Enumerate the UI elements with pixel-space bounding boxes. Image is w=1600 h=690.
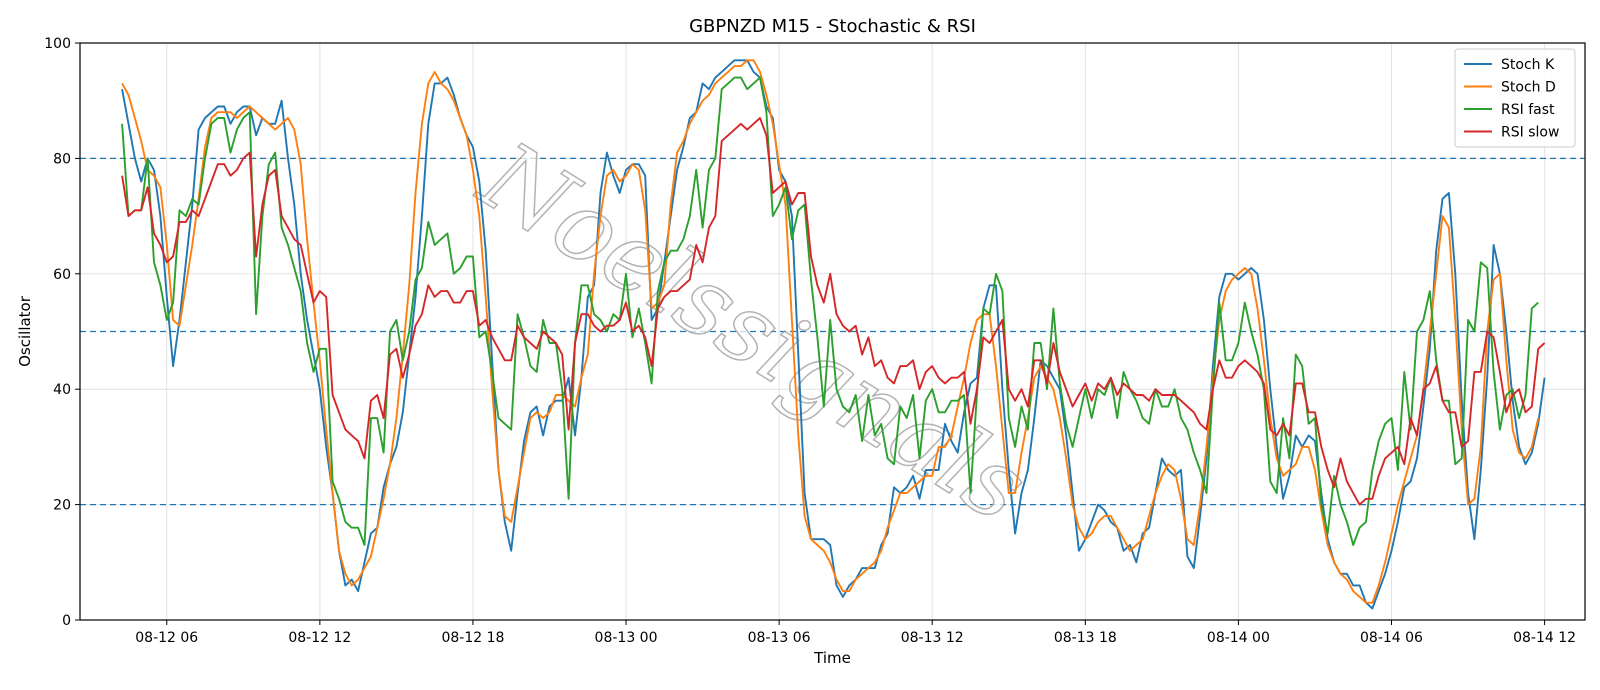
series-line-stoch-d <box>121 59 1540 604</box>
x-tick-label: 08-13 18 <box>1054 630 1117 646</box>
y-tick-label: 20 <box>53 498 71 514</box>
plot-frame <box>79 42 1586 621</box>
x-tick-label: 08-13 12 <box>901 630 964 646</box>
legend-label-rsi-slow: RSI slow <box>1501 125 1559 141</box>
y-axis-ticks: 0 20 40 60 80 100 <box>44 36 80 629</box>
y-tick-label: 100 <box>44 36 71 52</box>
x-tick-label: 08-13 06 <box>748 630 811 646</box>
y-tick-label: 60 <box>53 267 71 283</box>
x-tick-label: 08-12 06 <box>135 630 198 646</box>
x-tick-label: 08-14 06 <box>1360 630 1423 646</box>
series-line-rsi-slow <box>121 117 1546 506</box>
legend-box <box>1454 48 1576 148</box>
legend-label-stoch-k: Stoch K <box>1501 57 1555 73</box>
y-tick-label: 40 <box>53 382 71 398</box>
series-line-stoch-k <box>121 59 1546 610</box>
y-tick-label: 0 <box>62 613 71 629</box>
legend-label-rsi-fast: RSI fast <box>1501 102 1555 118</box>
legend-label-stoch-d: Stoch D <box>1501 80 1556 96</box>
chart-title: GBPNZD M15 - Stochastic & RSI <box>689 16 976 37</box>
x-tick-label: 08-13 00 <box>595 630 658 646</box>
y-tick-label: 80 <box>53 151 71 167</box>
x-tick-label: 08-12 12 <box>288 630 351 646</box>
x-axis-ticks: 08-12 06 08-12 12 08-12 18 08-13 00 08-13 06… <box>135 620 1576 646</box>
x-tick-label: 08-12 18 <box>441 630 504 646</box>
legend: Stoch K Stoch D RSI fast RSI slow <box>1454 48 1576 148</box>
reference-lines <box>80 157 1585 506</box>
y-axis-label: Oscillator <box>16 295 34 367</box>
series-lines <box>121 59 1546 610</box>
x-axis-label: Time <box>813 649 851 667</box>
series-line-rsi-fast <box>121 76 1539 546</box>
x-tick-label: 08-14 00 <box>1207 630 1270 646</box>
x-tick-label: 08-14 12 <box>1513 630 1576 646</box>
